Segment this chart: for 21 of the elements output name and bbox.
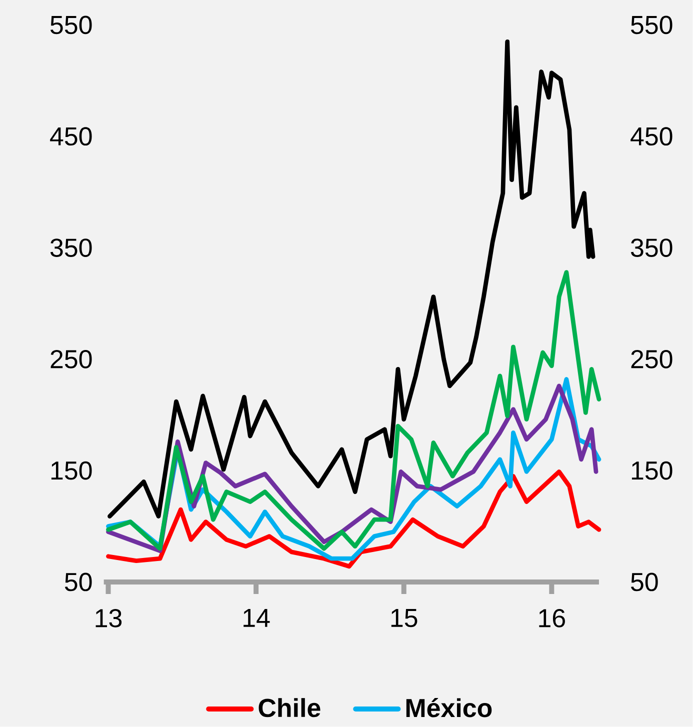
y-tick-label: 50	[65, 572, 92, 592]
y2-tick-label: 50	[631, 572, 658, 592]
y2-tick-label: 450	[630, 127, 672, 146]
line-series	[108, 39, 596, 518]
y-tick-label: 450	[50, 127, 92, 146]
x-tick-label: 14	[244, 609, 270, 627]
y-tick-label: 250	[50, 350, 92, 368]
x-tick-label: 16	[539, 609, 566, 628]
y-tick-label: 150	[52, 461, 92, 480]
legend-label: Chile	[258, 698, 320, 718]
y-tick-label: 550	[50, 16, 92, 34]
x-tick-label: 13	[96, 609, 122, 628]
y-tick-label: 350	[50, 238, 92, 257]
line-series	[106, 270, 602, 551]
legend-label: México	[406, 698, 492, 718]
x-tick-label: 15	[392, 609, 418, 628]
y2-tick-label: 250	[631, 350, 672, 368]
y2-tick-label: 150	[632, 461, 672, 480]
y2-tick-label: 550	[631, 16, 672, 34]
line-series	[106, 470, 602, 569]
y2-tick-label: 350	[631, 238, 672, 257]
